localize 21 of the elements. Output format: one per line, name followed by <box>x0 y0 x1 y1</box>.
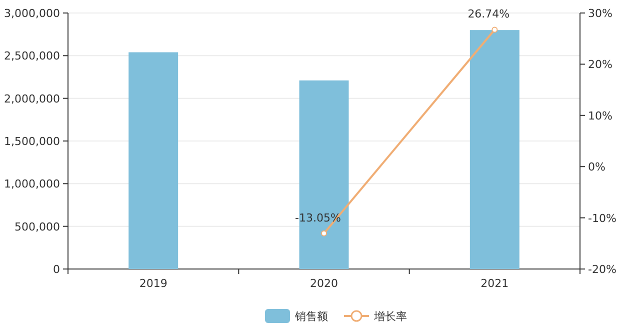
x-tick-label: 2020 <box>310 277 338 290</box>
y-tick-label: 2,000,000 <box>4 92 60 106</box>
x-tick-label: 2019 <box>139 277 168 290</box>
y-tick-label: 500,000 <box>14 220 60 234</box>
legend-label: 增长率 <box>373 310 407 323</box>
y-tick-label: 1,500,000 <box>4 135 60 148</box>
y-tick-label: 2,500,000 <box>4 50 60 63</box>
y2-tick-label: 30% <box>588 7 612 20</box>
y2-tick-label: 20% <box>588 58 612 72</box>
data-label: 26.74% <box>468 8 510 21</box>
y-tick-label: 3,000,000 <box>4 7 60 20</box>
x-tick-label: 2021 <box>480 277 509 290</box>
legend-label: 销售额 <box>294 310 328 323</box>
y2-tick-label: -10% <box>588 212 616 225</box>
y-tick-label: 1,000,000 <box>4 178 60 191</box>
y2-tick-label: -20% <box>588 263 616 276</box>
y2-tick-label: 0% <box>588 160 606 174</box>
y2-tick-label: 10% <box>588 109 612 122</box>
y-tick-label: 0 <box>53 263 60 276</box>
bar <box>470 30 520 269</box>
bar <box>128 52 178 269</box>
